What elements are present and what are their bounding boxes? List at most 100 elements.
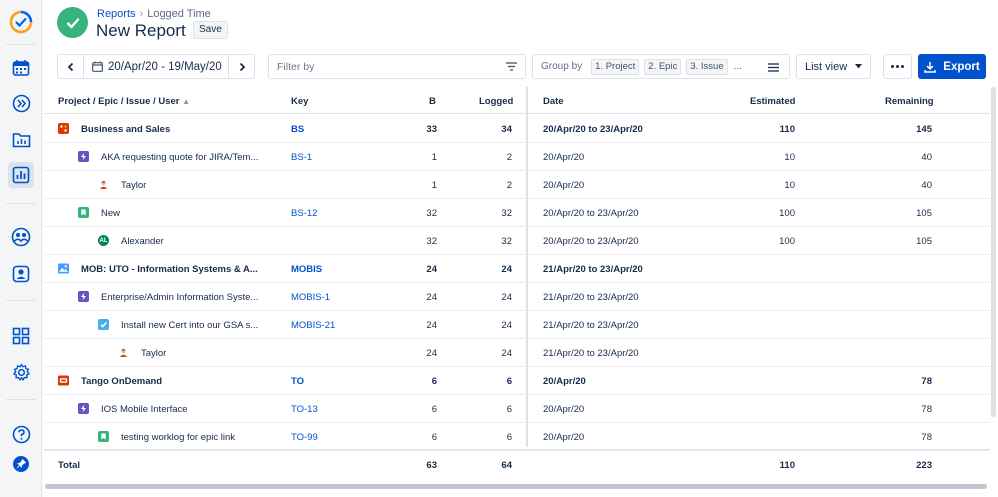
- row-name[interactable]: Install new Cert into our GSA s...: [121, 320, 259, 331]
- more-actions-button[interactable]: [883, 54, 912, 79]
- col-header-remaining[interactable]: Remaining: [885, 96, 934, 107]
- fast-forward-icon[interactable]: [8, 90, 34, 116]
- sort-asc-icon: ▲: [182, 97, 191, 106]
- row-name[interactable]: Taylor: [121, 180, 147, 191]
- epic-icon: [78, 403, 89, 414]
- group-chip-issue[interactable]: 3. Issue: [686, 58, 728, 75]
- folder-chart-icon[interactable]: [8, 126, 34, 152]
- export-button[interactable]: Export: [918, 54, 986, 79]
- view-mode-select[interactable]: List view: [796, 54, 871, 79]
- group-chip-project[interactable]: 1. Project: [591, 58, 640, 75]
- pin-icon[interactable]: [8, 451, 34, 477]
- breadcrumb-reports-link[interactable]: Reports: [97, 8, 136, 20]
- total-estimated: 110: [779, 460, 795, 471]
- filter-placeholder: Filter by: [277, 60, 315, 73]
- frozen-column-divider[interactable]: [526, 87, 528, 447]
- table-row[interactable]: Install new Cert into our GSA s... MOBIS-…: [44, 311, 990, 339]
- apps-grid-icon[interactable]: [8, 323, 34, 349]
- row-name[interactable]: Taylor: [141, 348, 167, 359]
- col-header-key[interactable]: Key: [291, 96, 309, 107]
- calendar-icon[interactable]: [8, 55, 34, 81]
- row-b: 32: [426, 208, 437, 219]
- row-logged: 32: [501, 208, 512, 219]
- more-dots-icon: [891, 65, 904, 68]
- col-header-logged[interactable]: Logged: [479, 96, 514, 107]
- table-row[interactable]: Enterprise/Admin Information Syste... MOB…: [44, 283, 990, 311]
- row-name[interactable]: MOB: UTO - Information Systems & A...: [81, 264, 258, 275]
- row-logged: 2: [506, 180, 512, 191]
- menu-icon[interactable]: [768, 63, 779, 72]
- row-key-link[interactable]: MOBIS-21: [291, 320, 336, 331]
- gear-icon[interactable]: [8, 359, 34, 385]
- filter-input[interactable]: Filter by: [268, 54, 526, 79]
- table-row[interactable]: New BS-12 32 32 20/Apr/20 to 23/Apr/20 100 105: [44, 199, 990, 227]
- row-name[interactable]: New: [101, 208, 121, 219]
- row-remaining: 105: [916, 236, 932, 247]
- row-date: 21/Apr/20 to 23/Apr/20: [543, 348, 639, 359]
- user-profile-icon[interactable]: [8, 261, 34, 287]
- row-name[interactable]: Business and Sales: [81, 124, 171, 135]
- epic-icon: [78, 151, 89, 162]
- table-row[interactable]: MOB: UTO - Information Systems & A... MOB…: [44, 255, 990, 283]
- col-header-date[interactable]: Date: [543, 96, 564, 107]
- row-key-link[interactable]: TO-99: [291, 432, 318, 443]
- total-b: 63: [426, 460, 437, 471]
- chevron-left-icon: [67, 62, 73, 71]
- row-name[interactable]: Alexander: [121, 236, 164, 247]
- table-row[interactable]: Taylor 24 24 21/Apr/20 to 23/Apr/20: [44, 339, 990, 367]
- table-row[interactable]: IOS Mobile Interface TO-13 6 6 20/Apr/20 78: [44, 395, 990, 423]
- group-chip-epic[interactable]: 2. Epic: [644, 58, 682, 75]
- user-avatar-icon: [118, 347, 129, 358]
- app-sidebar: [0, 0, 42, 497]
- row-name[interactable]: IOS Mobile Interface: [101, 404, 188, 415]
- row-key-link[interactable]: MOBIS: [291, 264, 323, 275]
- row-key-link[interactable]: BS: [291, 124, 305, 135]
- vertical-scrollbar[interactable]: [991, 87, 996, 417]
- group-more-indicator: ...: [733, 61, 742, 72]
- caret-down-icon: [855, 64, 862, 69]
- row-b: 32: [426, 236, 437, 247]
- row-name[interactable]: AKA requesting quote for JIRA/Tem...: [101, 152, 259, 163]
- table-header: Project / Epic / Issue / User ▲ Key B Lo…: [44, 87, 990, 114]
- table-row[interactable]: AKA requesting quote for JIRA/Tem... BS-1…: [44, 143, 990, 171]
- table-row[interactable]: Tango OnDemand TO 6 6 20/Apr/20 78: [44, 367, 990, 395]
- table-row[interactable]: testing worklog for epic link TO-99 6 6 20/A…: [44, 423, 990, 451]
- row-name[interactable]: Tango OnDemand: [81, 376, 163, 387]
- total-label: Total: [58, 460, 80, 471]
- export-label: Export: [943, 60, 980, 73]
- app-logo-icon[interactable]: [8, 9, 34, 35]
- team-icon[interactable]: [8, 224, 34, 250]
- save-button[interactable]: Save: [193, 21, 228, 39]
- reports-icon[interactable]: [8, 162, 34, 188]
- next-period-button[interactable]: [228, 55, 254, 78]
- filter-icon: [506, 62, 517, 71]
- row-date: 20/Apr/20: [543, 404, 585, 415]
- row-key-link[interactable]: TO-13: [291, 404, 318, 415]
- row-key-link[interactable]: BS-12: [291, 208, 318, 219]
- row-date: 21/Apr/20 to 23/Apr/20: [543, 320, 639, 331]
- row-key-link[interactable]: BS-1: [291, 152, 313, 163]
- table-row[interactable]: Business and Sales BS 33 34 20/Apr/20 to 23/…: [44, 115, 990, 143]
- row-logged: 34: [501, 124, 512, 135]
- row-name[interactable]: testing worklog for epic link: [121, 432, 236, 443]
- row-estimated: 10: [784, 152, 795, 163]
- row-remaining: 78: [921, 432, 932, 443]
- help-icon[interactable]: [8, 421, 34, 447]
- row-date: 21/Apr/20 to 23/Apr/20: [543, 264, 643, 275]
- horizontal-scrollbar[interactable]: [45, 484, 987, 489]
- col-header-b[interactable]: B: [429, 96, 436, 107]
- group-by-control[interactable]: Group by 1. Project 2. Epic 3. Issue ...: [532, 54, 790, 79]
- date-range-field[interactable]: 20/Apr/20 - 19/May/20: [84, 61, 228, 73]
- row-key-link[interactable]: TO: [291, 376, 305, 387]
- row-key-link[interactable]: MOBIS-1: [291, 292, 331, 303]
- row-name[interactable]: Enterprise/Admin Information Syste...: [101, 292, 259, 303]
- col-header-estimated[interactable]: Estimated: [750, 96, 796, 107]
- previous-period-button[interactable]: [58, 55, 84, 78]
- total-remaining: 223: [916, 460, 932, 471]
- row-logged: 24: [501, 348, 512, 359]
- col-header-name[interactable]: Project / Epic / Issue / User ▲: [58, 96, 190, 107]
- row-b: 24: [426, 320, 437, 331]
- table-row[interactable]: AL Alexander 32 32 20/Apr/20 to 23/Apr/20 100…: [44, 227, 990, 255]
- row-date: 21/Apr/20 to 23/Apr/20: [543, 292, 639, 303]
- table-row[interactable]: Taylor 1 2 20/Apr/20 10 40: [44, 171, 990, 199]
